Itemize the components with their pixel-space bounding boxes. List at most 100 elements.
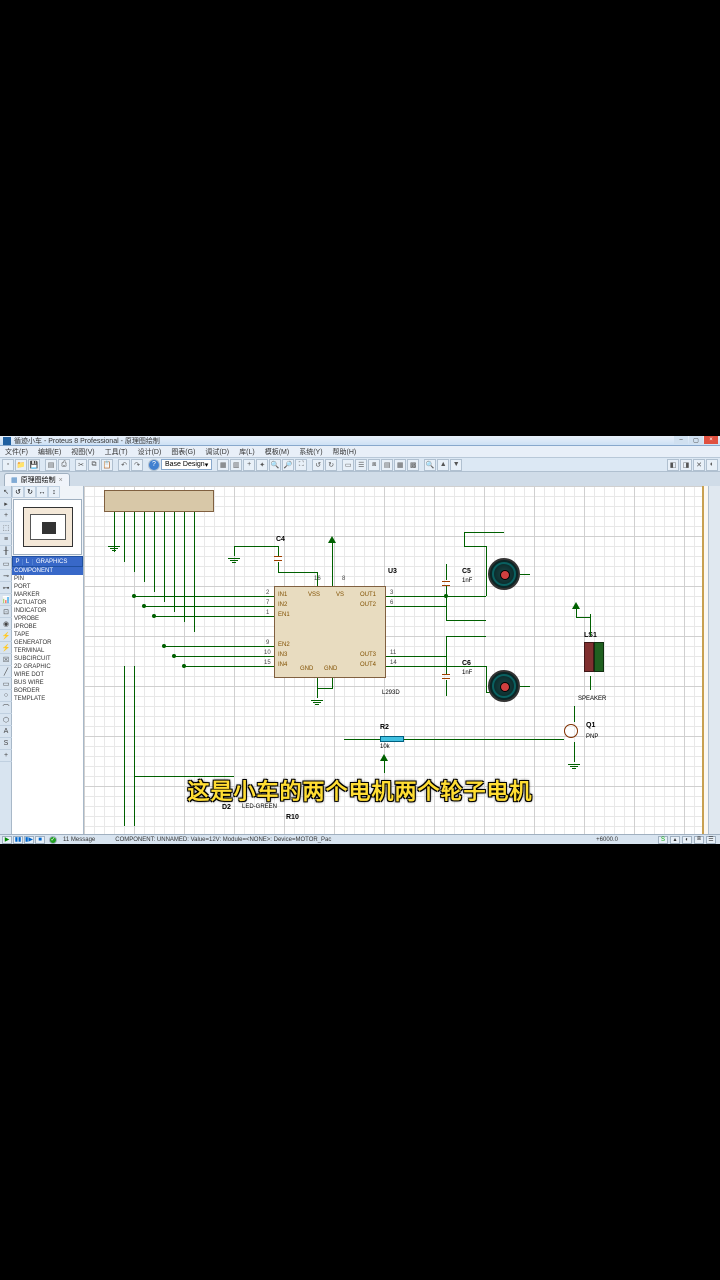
- tb-g1[interactable]: ▦: [217, 459, 229, 471]
- tb-help[interactable]: ?: [148, 459, 160, 471]
- menu-view[interactable]: 视图(V): [66, 447, 99, 457]
- lt-probe-v[interactable]: ⚡: [0, 630, 12, 642]
- lt-sub[interactable]: ▭: [0, 558, 12, 570]
- list-item[interactable]: PIN: [12, 575, 83, 583]
- lt-circle[interactable]: ○: [0, 690, 12, 702]
- lt-component[interactable]: ▸: [0, 498, 12, 510]
- tb-g3[interactable]: +: [243, 459, 255, 471]
- sb-icon-5[interactable]: ☰: [706, 836, 716, 844]
- tb-s1[interactable]: 🔍: [424, 459, 436, 471]
- res-r2[interactable]: [380, 736, 404, 742]
- tb-save[interactable]: 💾: [28, 459, 40, 471]
- tb-u1[interactable]: ↺: [312, 459, 324, 471]
- motor-2[interactable]: [488, 670, 520, 702]
- list-item[interactable]: GENERATOR: [12, 639, 83, 647]
- tb-m5[interactable]: ▦: [394, 459, 406, 471]
- menu-debug[interactable]: 调试(D): [200, 447, 234, 457]
- sp-rot-cw[interactable]: ↻: [24, 486, 36, 498]
- tb-g2[interactable]: ▥: [230, 459, 242, 471]
- tb-m3[interactable]: ⧈: [368, 459, 380, 471]
- tb-s3[interactable]: ▼: [450, 459, 462, 471]
- tb-undo[interactable]: ↶: [118, 459, 130, 471]
- stop-button[interactable]: ■: [35, 836, 45, 844]
- tb-r1[interactable]: ◧: [667, 459, 679, 471]
- motor-1[interactable]: [488, 558, 520, 590]
- tab-close-icon[interactable]: ×: [59, 477, 63, 484]
- list-item[interactable]: BUS WIRE: [12, 679, 83, 687]
- tb-r2[interactable]: ◨: [680, 459, 692, 471]
- tb-r4[interactable]: ◐: [706, 459, 718, 471]
- lt-instr[interactable]: ☒: [0, 654, 12, 666]
- sp-l-btn[interactable]: L: [23, 559, 33, 565]
- lt-plus[interactable]: +: [0, 750, 12, 762]
- lt-txt[interactable]: A: [0, 726, 12, 738]
- transistor-q1[interactable]: [564, 720, 584, 744]
- menu-edit[interactable]: 编辑(E): [33, 447, 66, 457]
- menu-help[interactable]: 帮助(H): [328, 447, 362, 457]
- lt-tape[interactable]: ⊡: [0, 606, 12, 618]
- list-item[interactable]: WIRE DOT: [12, 671, 83, 679]
- tb-zoom-in[interactable]: 🔍: [269, 459, 281, 471]
- list-item[interactable]: BORDER: [12, 687, 83, 695]
- menu-graph[interactable]: 图表(G): [166, 447, 200, 457]
- tb-m6[interactable]: ▩: [407, 459, 419, 471]
- header-connector[interactable]: [104, 490, 214, 512]
- sp-flip-h[interactable]: ↔: [36, 486, 48, 498]
- tb-print[interactable]: ⎙: [58, 459, 70, 471]
- menu-file[interactable]: 文件(F): [0, 447, 33, 457]
- lt-text[interactable]: ≡: [0, 534, 12, 546]
- lt-pin[interactable]: ⊶: [0, 582, 12, 594]
- step-button[interactable]: ▮▶: [24, 836, 34, 844]
- menu-lib[interactable]: 库(L): [234, 447, 260, 457]
- sp-flip-v[interactable]: ↕: [48, 486, 60, 498]
- tb-zoom-out[interactable]: 🔎: [282, 459, 294, 471]
- sb-icon-1[interactable]: S: [658, 836, 668, 844]
- menu-design[interactable]: 设计(D): [133, 447, 167, 457]
- lt-path[interactable]: ⬡: [0, 714, 12, 726]
- tb-zoom-fit[interactable]: ⛶: [295, 459, 307, 471]
- design-combo[interactable]: Base Design▾: [161, 459, 212, 470]
- list-item[interactable]: ACTUATOR: [12, 599, 83, 607]
- tb-open[interactable]: 📁: [15, 459, 27, 471]
- tb-paste[interactable]: 📋: [101, 459, 113, 471]
- sp-p-btn[interactable]: P: [13, 559, 23, 565]
- tb-r3[interactable]: ✕: [693, 459, 705, 471]
- list-item[interactable]: TAPE: [12, 631, 83, 639]
- tb-cut[interactable]: ✂: [75, 459, 87, 471]
- lt-line[interactable]: ╱: [0, 666, 12, 678]
- tb-redo[interactable]: ↷: [131, 459, 143, 471]
- list-item[interactable]: VPROBE: [12, 615, 83, 623]
- list-item[interactable]: COMPONENT: [12, 567, 83, 575]
- lt-bus[interactable]: ╫: [0, 546, 12, 558]
- lt-term[interactable]: ⊸: [0, 570, 12, 582]
- sb-warn[interactable]: ✓: [49, 836, 57, 844]
- tb-m4[interactable]: ▤: [381, 459, 393, 471]
- tb-copy[interactable]: ⧉: [88, 459, 100, 471]
- menu-tools[interactable]: 工具(T): [100, 447, 133, 457]
- list-item[interactable]: MARKER: [12, 591, 83, 599]
- tab-schematic[interactable]: ▦ 原理图绘制 ×: [4, 473, 70, 486]
- lt-probe-i[interactable]: ⚡: [0, 642, 12, 654]
- play-button[interactable]: ▶: [2, 836, 12, 844]
- tb-new[interactable]: ▫: [2, 459, 14, 471]
- sb-icon-4[interactable]: ⧈: [694, 836, 704, 844]
- close-button[interactable]: ×: [704, 436, 718, 444]
- sp-rot-ccw[interactable]: ↺: [12, 486, 24, 498]
- list-item[interactable]: 2D GRAPHIC: [12, 663, 83, 671]
- maximize-button[interactable]: ▢: [689, 436, 703, 444]
- tb-m1[interactable]: ▭: [342, 459, 354, 471]
- list-item[interactable]: IPROBE: [12, 623, 83, 631]
- minimize-button[interactable]: –: [674, 436, 688, 444]
- list-item[interactable]: PORT: [12, 583, 83, 591]
- lt-sym[interactable]: S: [0, 738, 12, 750]
- lt-arc[interactable]: ⌒: [0, 702, 12, 714]
- tb-u2[interactable]: ↻: [325, 459, 337, 471]
- tb-s2[interactable]: ▲: [437, 459, 449, 471]
- menu-system[interactable]: 系统(Y): [294, 447, 327, 457]
- tb-page[interactable]: ▤: [45, 459, 57, 471]
- speaker[interactable]: [584, 636, 606, 684]
- lt-graph[interactable]: 📊: [0, 594, 12, 606]
- lt-rect[interactable]: ▭: [0, 678, 12, 690]
- sb-icon-3[interactable]: ◐: [682, 836, 692, 844]
- lt-label[interactable]: ⬚: [0, 522, 12, 534]
